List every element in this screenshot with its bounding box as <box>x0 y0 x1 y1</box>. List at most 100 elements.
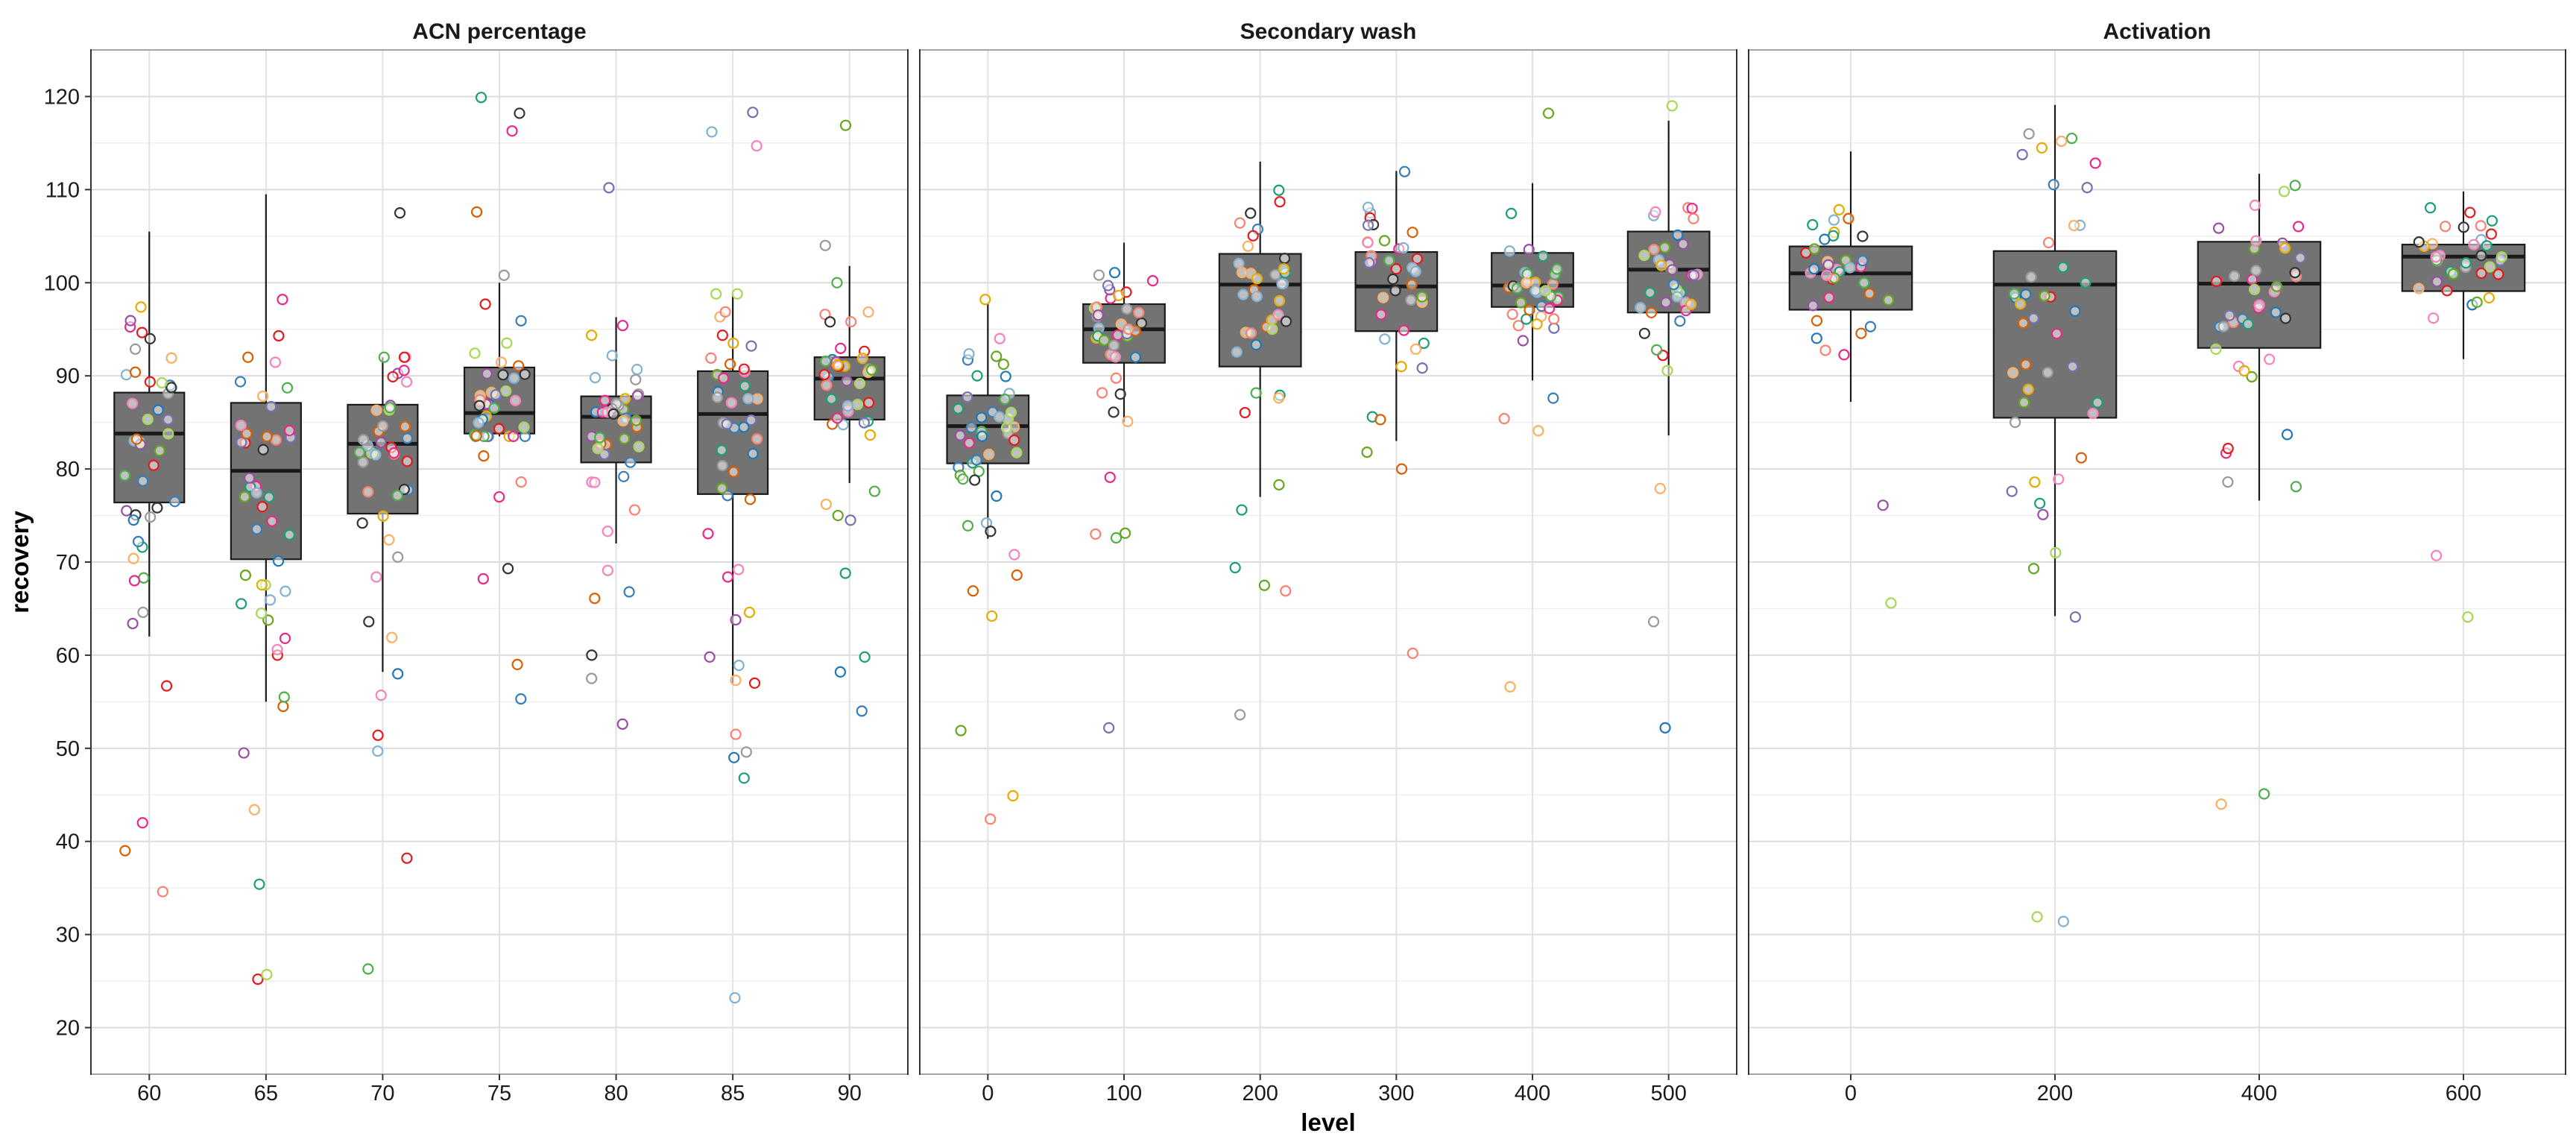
data-point <box>705 352 717 364</box>
data-point <box>250 487 262 499</box>
data-point <box>706 126 718 138</box>
data-point <box>826 393 838 405</box>
data-point <box>1823 291 1835 303</box>
data-point <box>1090 528 1102 540</box>
data-point <box>129 343 142 355</box>
data-point <box>248 804 260 816</box>
data-point <box>1250 387 1262 399</box>
x-tick-label: 70 <box>370 1082 394 1105</box>
data-point <box>119 470 131 482</box>
data-point <box>2068 219 2080 232</box>
data-point <box>132 535 145 548</box>
data-point <box>252 973 264 985</box>
data-point <box>2249 199 2261 212</box>
x-tick-label: 200 <box>1242 1082 1278 1105</box>
data-point <box>994 332 1006 344</box>
data-point <box>1686 202 1698 215</box>
data-point <box>401 455 413 467</box>
data-point <box>2290 481 2302 493</box>
data-point <box>1644 286 1656 299</box>
data-point <box>991 490 1003 502</box>
data-point <box>152 404 164 416</box>
data-point <box>586 672 598 684</box>
data-point <box>724 358 736 370</box>
data-point <box>1135 317 1148 329</box>
data-point <box>127 617 139 630</box>
y-tick-label: 20 <box>56 1017 80 1041</box>
data-point <box>1811 315 1823 327</box>
y-tick-label: 40 <box>56 830 80 854</box>
data-point <box>743 606 756 619</box>
data-point <box>1361 447 1373 458</box>
x-tick-label: 400 <box>1515 1082 1550 1105</box>
data-point <box>1666 264 1679 276</box>
data-point <box>740 746 752 758</box>
data-point <box>2246 370 2258 383</box>
data-point <box>1539 285 1552 297</box>
data-point <box>718 372 730 384</box>
data-point <box>1278 263 1290 275</box>
data-point <box>383 534 395 546</box>
data-point <box>1650 206 1661 218</box>
data-point <box>2042 236 2055 249</box>
data-point <box>1523 244 1535 256</box>
data-point <box>1398 324 1410 336</box>
data-point <box>868 485 880 497</box>
data-point <box>1374 414 1386 426</box>
data-point <box>1236 504 1248 516</box>
data-point <box>1146 275 1159 287</box>
data-point <box>488 402 500 414</box>
data-point <box>1247 230 1259 242</box>
data-point <box>967 585 979 597</box>
data-point <box>2413 283 2425 294</box>
data-point <box>518 421 530 433</box>
data-point <box>280 585 291 597</box>
data-point <box>602 564 613 576</box>
data-point <box>1108 267 1121 279</box>
data-point <box>399 420 411 432</box>
data-point <box>481 368 493 380</box>
data-point <box>236 598 247 610</box>
data-point <box>271 643 283 656</box>
y-tick-label: 30 <box>56 924 80 947</box>
data-point <box>721 418 733 430</box>
data-point <box>862 397 875 409</box>
data-point <box>473 400 485 411</box>
data-point <box>2014 298 2027 310</box>
data-point <box>1362 219 1374 231</box>
data-point <box>2486 215 2498 227</box>
data-point <box>1409 265 1421 277</box>
data-point <box>119 845 131 857</box>
data-point <box>1807 218 1819 231</box>
data-point <box>745 414 757 426</box>
data-point <box>954 429 966 441</box>
data-point <box>1363 257 1375 269</box>
data-point <box>493 423 505 435</box>
data-point <box>2279 242 2291 254</box>
data-point <box>1654 482 1666 494</box>
data-point <box>616 718 628 730</box>
data-point <box>273 329 285 342</box>
data-point <box>162 428 174 440</box>
data-point <box>1667 279 1680 291</box>
data-point <box>728 751 740 763</box>
data-point <box>127 514 139 526</box>
data-point <box>1096 387 1108 399</box>
data-point <box>508 372 520 384</box>
data-point <box>2475 220 2487 232</box>
data-point <box>751 433 763 445</box>
data-point <box>2289 267 2301 279</box>
data-point <box>619 432 631 445</box>
data-point <box>1234 217 1246 229</box>
x-tick-label: 75 <box>487 1082 511 1105</box>
data-point <box>1505 207 1518 219</box>
data-point <box>1858 277 1870 288</box>
x-tick-label: 100 <box>1106 1082 1142 1105</box>
data-point <box>2253 299 2265 311</box>
data-point <box>845 316 857 328</box>
data-point <box>1843 212 1854 224</box>
data-point <box>2020 359 2032 370</box>
x-tick-label: 200 <box>2037 1082 2073 1105</box>
data-point <box>2428 312 2440 324</box>
data-point <box>1661 365 1673 376</box>
